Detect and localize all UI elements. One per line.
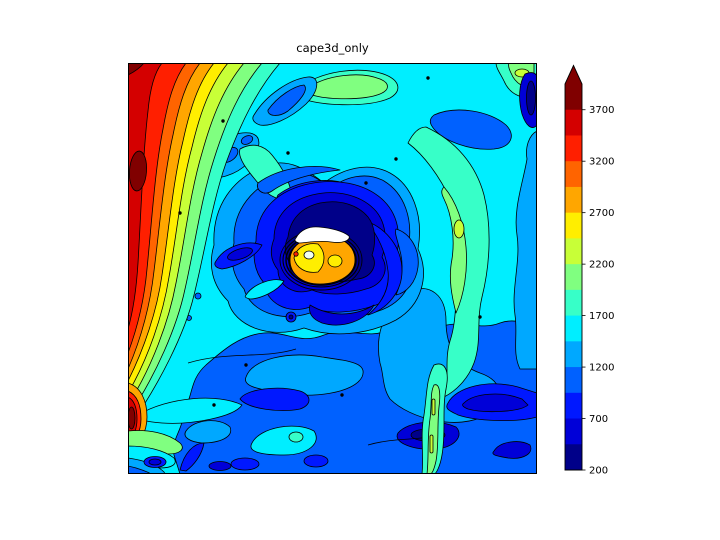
colorbar-tick-label: 700 — [589, 414, 608, 425]
colorbar-segment — [565, 161, 582, 188]
plot-title: cape3d_only — [296, 41, 369, 55]
east-edge-region — [429, 109, 537, 370]
colorbar-extend-arrow — [565, 65, 582, 84]
colorbar-tick-label: 1700 — [589, 311, 614, 322]
colorbar-tick-label: 2700 — [589, 208, 614, 219]
cyclone-warm-core — [289, 235, 356, 285]
colorbar-segment — [565, 315, 582, 342]
colorbar-segment — [565, 367, 582, 394]
axes-frame — [128, 63, 537, 474]
colorbar-segment — [565, 84, 582, 111]
southwest-corner-bands — [128, 382, 183, 474]
colorbar-segment — [565, 186, 582, 214]
colorbar-segment — [565, 238, 582, 265]
colorbar-segment — [565, 109, 582, 136]
colorbar-tick-label: 3200 — [589, 157, 614, 168]
colorbar-tick-label: 2200 — [589, 260, 614, 271]
colorbar-tick-label: 1200 — [589, 363, 614, 374]
colorbar-tick-label: 3700 — [589, 105, 614, 116]
colorbar-segment — [565, 341, 582, 368]
white-masked-patch — [294, 226, 350, 244]
colorbar-segment — [565, 392, 582, 420]
colorbar-segment — [565, 289, 582, 317]
cyclone-center — [182, 144, 424, 335]
colorbar-segment — [565, 264, 582, 291]
colorbar-segment — [565, 212, 582, 239]
high-cape-band-west — [128, 63, 281, 430]
contour-map — [128, 63, 537, 474]
contour-specks — [178, 76, 482, 407]
dark-pocket-northeast — [495, 63, 537, 128]
colorbar-segment — [565, 418, 582, 445]
colorbar: 200 700 1200 1700 2200 2700 3200 3700 — [564, 64, 614, 477]
colorbar-segment — [565, 444, 582, 471]
spiral-rainband — [295, 69, 490, 474]
colorbar-tick-label: 200 — [589, 466, 608, 477]
colorbar-segment — [565, 135, 582, 162]
colorbar-outline — [564, 64, 583, 471]
